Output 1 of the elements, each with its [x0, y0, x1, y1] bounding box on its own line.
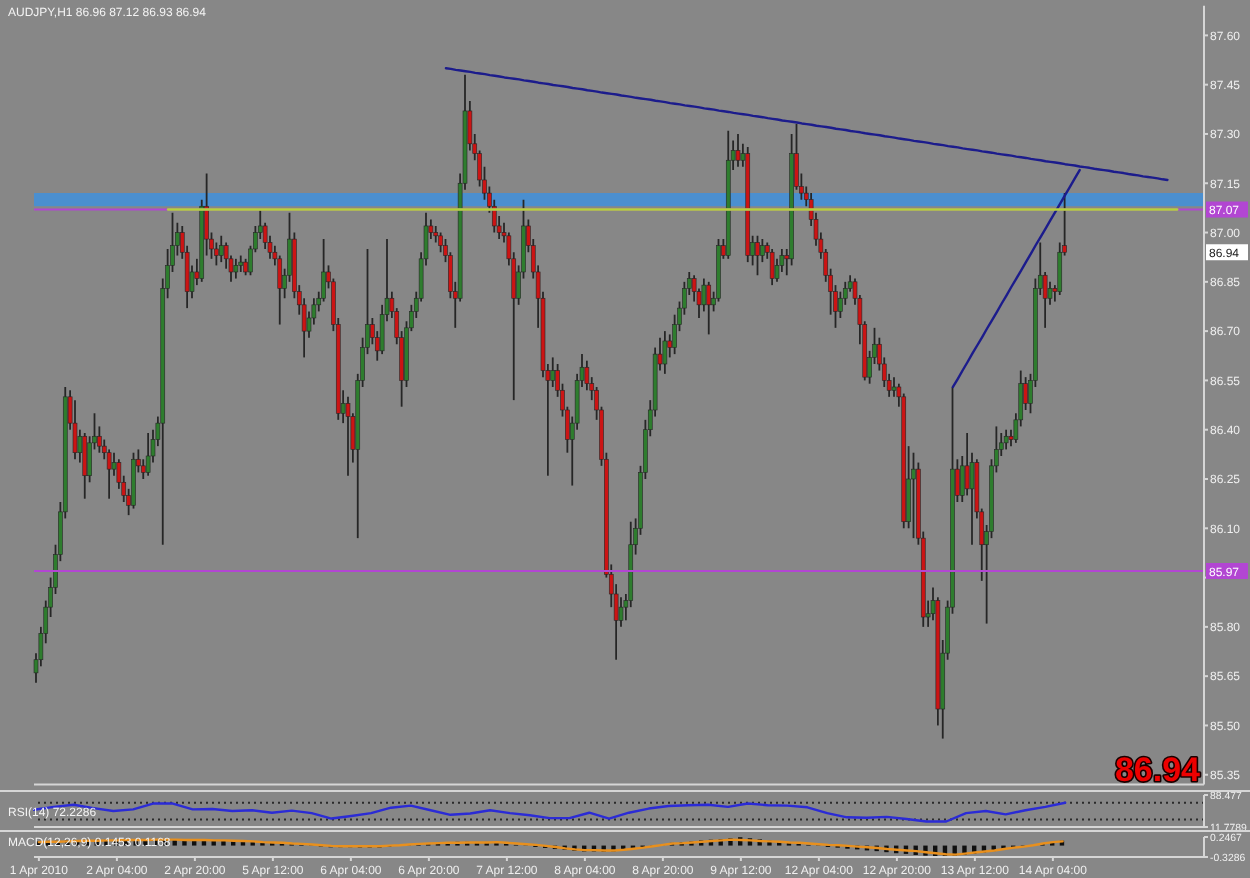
- annotation: 86.94: [1114, 750, 1202, 789]
